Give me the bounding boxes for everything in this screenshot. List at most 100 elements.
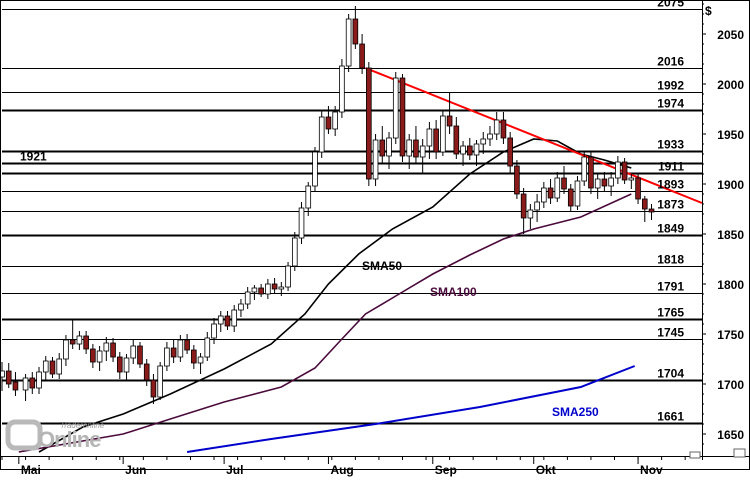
candle [379,126,386,164]
candle [621,158,628,184]
candle-body [170,347,177,358]
sma-label: SMA250 [552,405,599,419]
y-tick-label: 1700 [717,378,744,392]
candle [5,363,12,388]
candle-body [635,177,641,200]
candle-body [594,178,601,189]
candle [339,59,345,118]
candle [29,372,36,394]
candle [453,117,460,159]
candle-body [520,193,527,219]
candle [460,141,466,166]
candle-body [621,161,628,181]
candle-body [36,371,42,389]
axis-scroll-handle [689,451,701,459]
candle [392,72,399,144]
candle [224,311,231,330]
candle-body [466,145,473,156]
candle [42,356,49,381]
y-tick-label: 1850 [717,228,744,242]
candle-body [433,128,439,153]
level-label: 1974 [657,97,684,111]
candle [413,126,419,164]
y-tick-label: 1800 [717,278,744,292]
candle [191,345,197,369]
candle-body [413,139,419,158]
candle [137,342,143,368]
candle-body [298,207,305,239]
candle-body [541,187,547,203]
candle-body [345,18,352,67]
candle-body [379,139,386,157]
candle [574,176,581,210]
y-tick-label: 2050 [717,28,744,42]
candle [305,182,312,216]
watermark-text-small: Traderonline [60,421,105,430]
candle-body [406,139,413,157]
sma-line-sma250 [186,365,636,453]
candle-body [527,209,534,219]
candle-body [251,287,258,293]
candle-body [83,335,89,350]
candle [0,362,5,391]
candle [271,278,278,294]
candle [433,120,439,159]
candle [157,362,163,400]
candle-body [42,360,49,373]
sma-label: SMA100 [430,285,477,299]
level-label: 1921 [20,150,47,164]
candle-body [534,201,540,211]
candle-body [231,309,238,327]
candle-body [69,339,76,345]
candle-body [211,323,217,339]
candle [177,335,184,362]
candle [386,132,392,169]
candle-body [588,156,594,189]
candle [466,138,473,160]
candle-body [29,377,36,389]
y-tick-label: 1950 [717,128,744,142]
candle [164,342,170,371]
level-label: 1992 [657,79,684,93]
level-label: 1791 [657,280,684,294]
x-tick-label: Aug [330,463,353,477]
candle-body [487,133,493,140]
candle-body [291,237,298,267]
candle [83,331,89,354]
candle [143,359,150,386]
candle-body [49,360,56,375]
candle [197,353,204,374]
candle-body [453,125,460,155]
candle [352,6,359,49]
candle-body [392,77,399,139]
candle [541,182,547,208]
candle-body [601,178,608,187]
candle [493,112,500,140]
x-tick-label: Okt [536,463,556,477]
candle-body [615,161,621,179]
candle-body [22,377,29,391]
candle [103,337,110,361]
level-label: 1933 [657,138,684,152]
x-tick-label: Mai [21,463,41,477]
candle [487,126,493,146]
candle-body [258,287,264,295]
candle [608,172,614,196]
candle-body [130,345,137,359]
candle [547,179,554,204]
candle [184,334,190,354]
candle [372,134,379,186]
watermark-text-large: Online [38,427,101,452]
candle [96,346,103,371]
candle-body [157,365,163,398]
candle [399,74,406,162]
candle-body [103,342,110,352]
candle-body [399,77,406,157]
candle [76,331,83,350]
candle [12,372,19,396]
candle-body [123,357,130,373]
y-tick-label: 1900 [717,178,744,192]
candle [312,147,318,192]
